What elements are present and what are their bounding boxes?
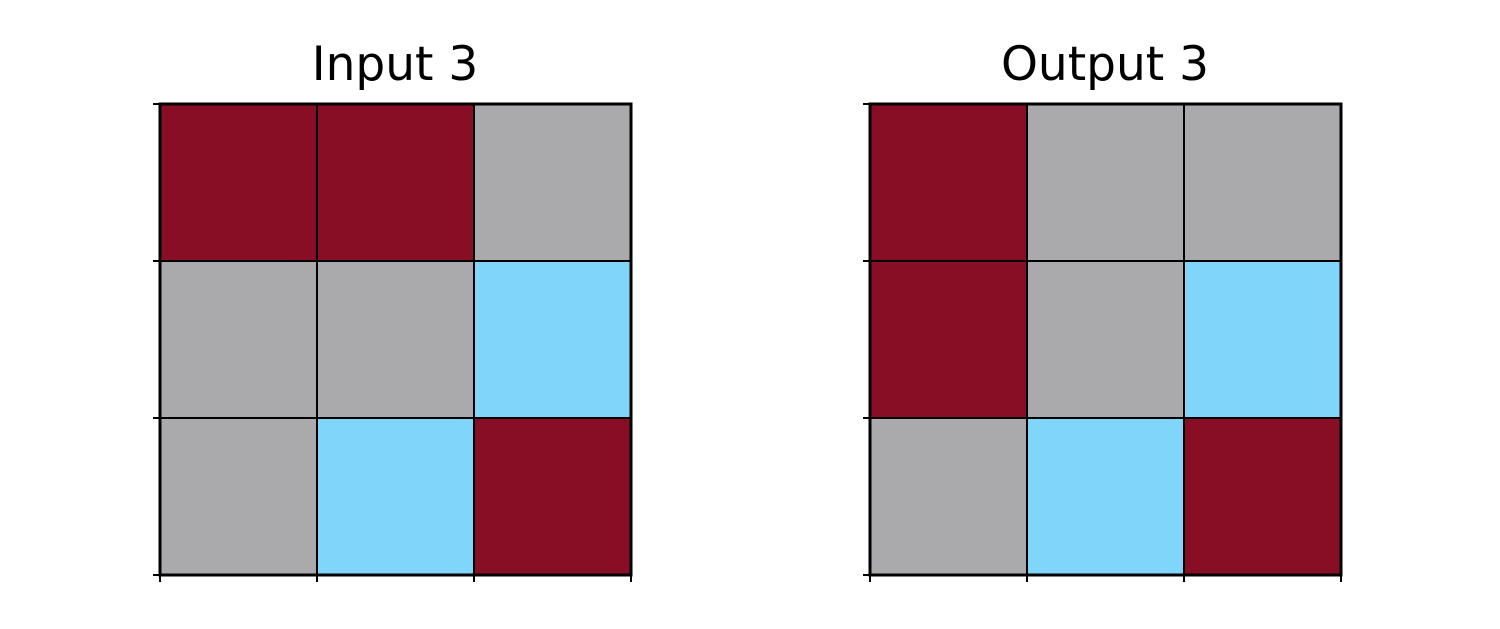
output-title: Output 3	[1000, 37, 1210, 92]
input-cell-0-0	[159, 103, 318, 262]
output-cell-0-0	[869, 103, 1028, 262]
output-grid-frame	[868, 102, 1343, 577]
input-grid-frame	[158, 102, 633, 577]
input-cell-2-2	[473, 417, 632, 576]
input-panel: Input 3	[145, 0, 645, 629]
input-cell-1-1	[316, 260, 475, 419]
output-grid	[863, 102, 1343, 582]
output-panel: Output 3	[855, 0, 1355, 629]
output-cell-1-0	[869, 260, 1028, 419]
output-cell-1-2	[1183, 260, 1342, 419]
input-cell-2-1	[316, 417, 475, 576]
input-cell-1-2	[473, 260, 632, 419]
input-cell-2-0	[159, 417, 318, 576]
input-title: Input 3	[311, 37, 479, 92]
output-cell-1-1	[1026, 260, 1185, 419]
output-cell-2-2	[1183, 417, 1342, 576]
input-cell-0-2	[473, 103, 632, 262]
output-cell-2-0	[869, 417, 1028, 576]
output-cell-0-1	[1026, 103, 1185, 262]
input-cell-0-1	[316, 103, 475, 262]
output-cell-2-1	[1026, 417, 1185, 576]
output-cell-0-2	[1183, 103, 1342, 262]
input-cell-1-0	[159, 260, 318, 419]
input-grid	[153, 102, 633, 582]
